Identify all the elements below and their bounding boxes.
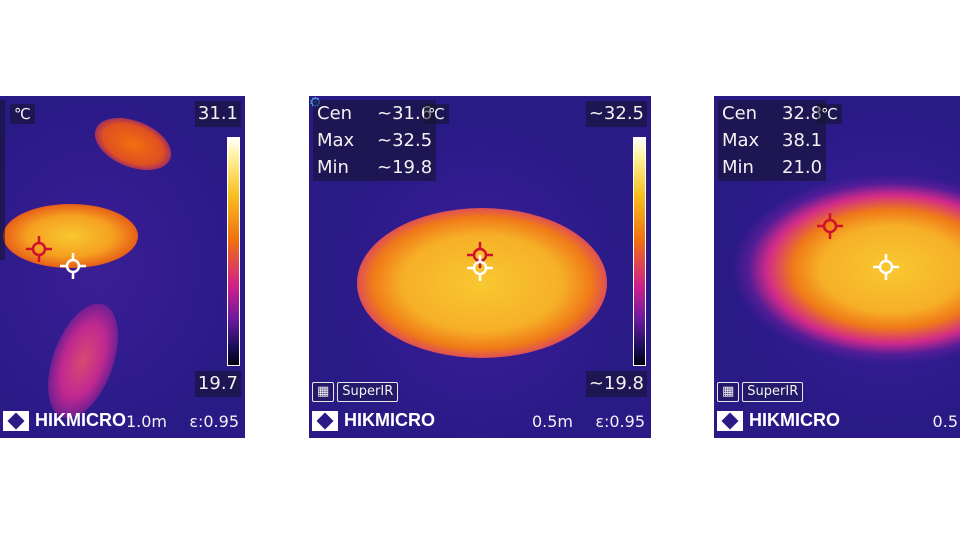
crosshair-white-icon [873,254,899,280]
scale-min-label: 19.7 [194,371,241,397]
brand-logo: HIKMICRO [312,410,435,431]
thermal-image-1: ℃ 31.1 19.7 HIKMICRO 1.0m ε:0.95 [0,96,245,438]
crosshair-white-icon [467,255,493,281]
emissivity-label: ε:0.95 [595,412,645,431]
temperature-readout: Cen 32.8 Max 38.1 Min 21.0 [718,100,827,181]
brand-logo: HIKMICRO [717,410,840,431]
thermal-image-3: Cen 32.8 Max 38.1 Min 21.0 ℃ ▦ SuperIR HIKM… [714,96,960,438]
hikmicro-logo-icon [3,410,29,431]
crosshair-red-icon [26,236,52,262]
distance-label: 0.5 [932,412,958,431]
crosshair-red-icon [817,213,843,239]
temperature-readout [0,100,5,260]
grid-icon: ▦ [312,382,335,402]
unit-label: ℃ [10,104,35,124]
distance-label: 1.0m [125,412,167,431]
unit-label: ℃ [424,104,449,124]
superir-badge: SuperIR [742,382,804,402]
scale-min-label: ~19.8 [585,371,647,397]
crosshair-white-icon [60,253,86,279]
hikmicro-logo-icon [312,410,338,431]
grid-icon: ▦ [717,382,740,402]
scale-max-label: ~32.5 [585,101,647,127]
thermal-image-2: ⚙ Cen~31.6 Max~32.5 Min~19.8 ℃ ~32.5 ~19… [309,96,651,438]
color-scale-bar [227,137,240,366]
brand-logo: HIKMICRO [3,410,126,431]
color-scale-bar [633,137,646,366]
emissivity-label: ε:0.95 [189,412,239,431]
hikmicro-logo-icon [717,410,743,431]
distance-label: 0.5m [531,412,573,431]
unit-label: ℃ [817,104,842,124]
temperature-readout: Cen ~31.6 Max ~32.5 Min ~19.8 [313,100,437,181]
scale-max-label: 31.1 [194,101,241,127]
superir-badge: SuperIR [337,382,399,402]
